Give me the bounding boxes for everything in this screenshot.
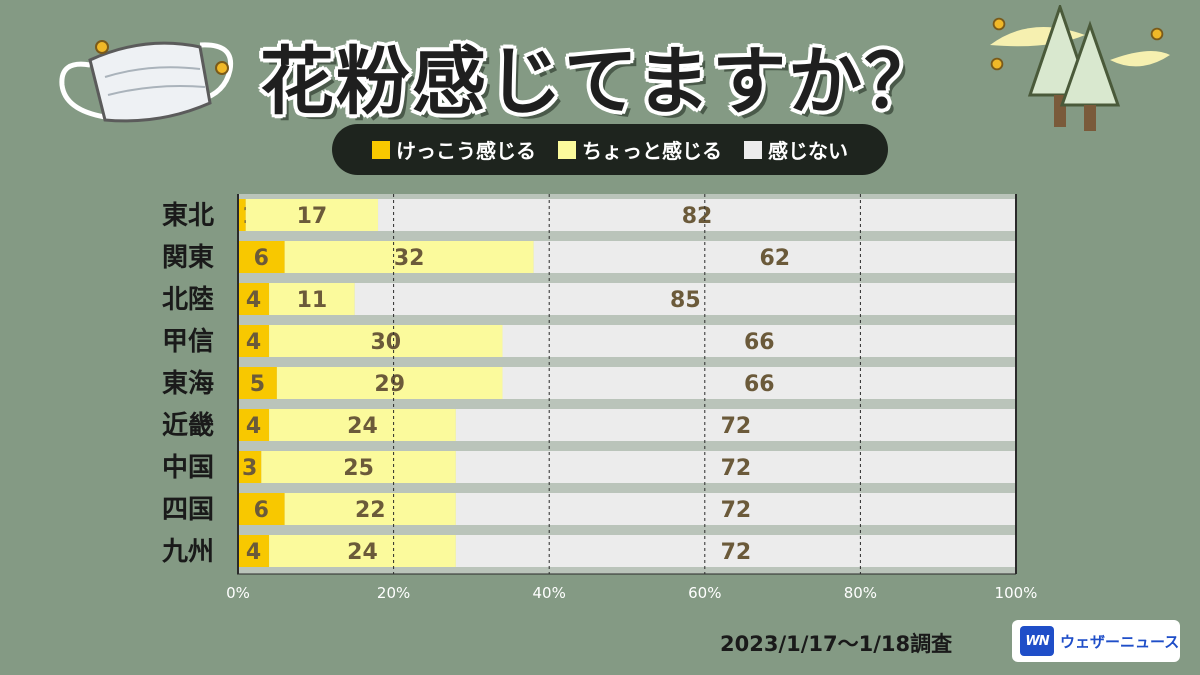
data-label: 72 [721,540,752,565]
region-label: 近畿 [162,411,214,441]
cedar-trees-illustration [990,5,1170,131]
data-label: 24 [347,540,378,565]
legend-item-strong: けっこう感じる [372,135,536,164]
bar-segment [269,409,456,441]
data-label: 4 [246,330,261,355]
bar-segment [238,325,270,357]
region-label: 北陸 [162,285,214,315]
region-label: 東海 [162,369,214,399]
legend-label-mild: ちょっと感じる [582,139,722,163]
mask-illustration [59,41,234,123]
bar-segment [269,325,503,357]
data-label: 6 [254,246,269,271]
bar-segment [238,535,270,567]
data-label: 29 [374,372,405,397]
data-label: 24 [347,414,378,439]
bar-segment [238,451,262,483]
bar-segment [238,367,277,399]
data-label: 5 [250,372,265,397]
data-label: 66 [744,372,775,397]
bar-segment [284,241,534,273]
bar-segment [238,241,285,273]
brand-name: ウェザーニュース [1060,632,1180,651]
data-label: 62 [760,246,791,271]
data-label: 6 [254,498,269,523]
bar-segment [261,451,456,483]
bar-segment [245,199,379,231]
data-label: 72 [721,498,752,523]
data-label: 66 [744,330,775,355]
data-label: 32 [394,246,425,271]
region-label: 関東 [162,243,214,273]
legend-label-none: 感じない [768,139,848,163]
data-label: 25 [343,456,374,481]
page-title: 花粉感じてますか？ [259,39,941,125]
legend-item-none: 感じない [744,135,848,164]
pollen-icon [215,61,229,75]
region-label: 中国 [162,453,214,483]
brand-badge: WN ウェザーニュース [1012,620,1180,662]
legend-label-strong: けっこう感じる [396,139,536,163]
bar-segment [238,493,285,525]
x-tick-label: 100% [995,584,1038,602]
legend-swatch-none [744,140,762,159]
data-label: 11 [297,288,328,313]
bar-segment [284,493,456,525]
data-label: 4 [246,288,261,313]
data-label: 22 [355,498,386,523]
data-label: 3 [242,456,257,481]
brand-logo: WN [1020,626,1054,656]
survey-date: 2023/1/17〜1/18調査 [720,632,953,656]
bar-segment [238,409,270,441]
bar-segment [354,283,1016,315]
bar-segment [502,367,1016,399]
chart-legend: けっこう感じる ちょっと感じる 感じない [332,124,888,175]
region-label: 四国 [162,495,214,525]
bar-segment [276,367,503,399]
x-tick-label: 60% [688,584,721,602]
x-tick-label: 0% [226,584,250,602]
x-tick-label: 20% [377,584,410,602]
region-label: 九州 [161,537,214,567]
bar-segment [378,199,1016,231]
x-tick-label: 40% [533,584,566,602]
pollen-icon [990,57,1004,71]
data-label: 30 [371,330,402,355]
bar-segment [238,199,246,231]
x-tick-label: 80% [844,584,877,602]
bar-segment [269,283,355,315]
pollen-icon [1150,27,1164,41]
data-label: 4 [246,414,261,439]
region-label: 甲信 [162,327,214,357]
bar-segment [502,325,1016,357]
data-label: 85 [670,288,701,313]
data-label: 72 [721,414,752,439]
data-label: 72 [721,456,752,481]
legend-swatch-mild [558,140,576,159]
bar-segment [269,535,456,567]
pollen-icon [95,40,109,54]
data-label: 17 [297,204,328,229]
data-label: 4 [246,540,261,565]
data-label: 82 [682,204,713,229]
legend-swatch-strong [372,140,390,159]
pollen-icon [992,17,1006,31]
legend-item-mild: ちょっと感じる [558,135,722,164]
bar-segment [238,283,270,315]
bar-segment [533,241,1016,273]
region-label: 東北 [162,201,214,231]
